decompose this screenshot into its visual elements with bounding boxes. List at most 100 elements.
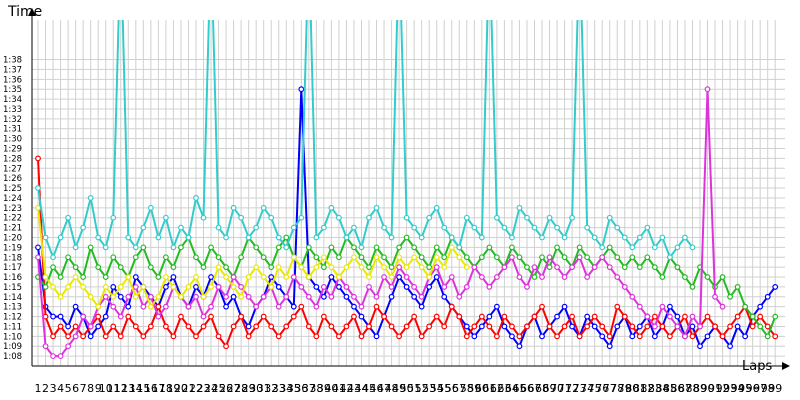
- x-tick-label: 94: [731, 382, 745, 395]
- lap-point: [351, 303, 357, 310]
- x-tick-label: 43: [347, 382, 361, 395]
- lap-point: [659, 323, 666, 330]
- lap-point: [629, 254, 636, 261]
- lap-point: [629, 323, 636, 330]
- lap-point: [260, 313, 267, 320]
- lap-point: [689, 323, 696, 330]
- lap-point: [50, 353, 56, 360]
- lap-point: [561, 234, 568, 241]
- lap-point: [727, 293, 733, 300]
- lap-point: [456, 244, 463, 251]
- lap-point: [35, 204, 41, 211]
- lap-point: [651, 333, 658, 340]
- x-axis-title: Laps: [742, 359, 772, 374]
- lap-point: [57, 293, 64, 300]
- lap-point: [290, 303, 297, 310]
- lap-point: [358, 264, 365, 271]
- y-tick-label: 1:31: [3, 125, 22, 135]
- lap-point: [193, 293, 199, 300]
- y-tick-label: 1:08: [3, 352, 22, 362]
- lap-point: [426, 274, 433, 280]
- y-tick-label: 1:26: [3, 174, 22, 184]
- lap-point: [704, 313, 711, 320]
- lap-point: [102, 333, 109, 340]
- lap-point: [621, 234, 628, 241]
- lap-point: [245, 323, 252, 330]
- lap-point: [200, 313, 207, 320]
- lap-point: [471, 323, 478, 330]
- x-tick-label: 27: [227, 382, 241, 395]
- lap-point: [223, 234, 229, 241]
- lap-point: [396, 274, 402, 280]
- lap-point: [584, 323, 591, 330]
- lap-point: [72, 274, 79, 280]
- lap-point: [659, 274, 666, 280]
- lap-point: [561, 303, 568, 310]
- lap-point: [606, 214, 613, 221]
- lap-point: [328, 323, 335, 330]
- lap-point: [185, 234, 192, 241]
- lap-point: [305, 244, 312, 251]
- lap-point: [704, 86, 711, 93]
- lap-point: [591, 323, 598, 330]
- x-tick-label: 26: [219, 382, 233, 395]
- lap-point: [50, 284, 56, 290]
- lap-point: [516, 343, 523, 350]
- lap-point: [290, 224, 297, 231]
- lap-point: [411, 313, 418, 320]
- x-tick-label: 2: [42, 382, 49, 395]
- lap-point: [433, 313, 440, 320]
- x-tick-label: 67: [528, 382, 542, 395]
- x-tick-label: 21: [181, 382, 195, 395]
- lap-point: [230, 293, 237, 300]
- lap-point: [651, 323, 658, 330]
- lap-point: [478, 254, 485, 261]
- lap-point: [493, 214, 500, 221]
- lap-point: [373, 254, 380, 261]
- x-tick-label: 88: [685, 382, 699, 395]
- lap-point: [501, 224, 508, 231]
- tick-labels: 1:081:091:101:111:121:131:141:151:161:17…: [3, 56, 782, 395]
- y-tick-label: 1:16: [3, 273, 22, 283]
- lap-point: [749, 323, 756, 330]
- lap-point: [343, 323, 350, 330]
- lap-point: [614, 274, 621, 280]
- lap-point: [343, 284, 350, 290]
- lap-point: [193, 333, 199, 340]
- lap-point: [260, 204, 267, 211]
- lap-point: [366, 274, 372, 280]
- lap-point: [396, 264, 402, 271]
- lap-point: [584, 224, 591, 231]
- lap-point: [674, 323, 681, 330]
- lap-point: [238, 284, 245, 290]
- lap-point: [343, 293, 350, 300]
- x-tick-label: 58: [460, 382, 474, 395]
- lap-point: [275, 264, 282, 271]
- lap-point: [260, 254, 267, 261]
- lap-point: [561, 254, 568, 261]
- lap-point: [65, 333, 72, 340]
- lap-point: [336, 214, 342, 221]
- lap-point: [253, 303, 260, 310]
- y-tick-label: 1:33: [3, 105, 22, 115]
- lap-point: [441, 284, 448, 290]
- lap-point: [208, 244, 214, 251]
- lap-point: [516, 204, 523, 211]
- lap-point: [87, 195, 94, 201]
- lap-point: [689, 284, 696, 290]
- lap-point: [290, 313, 297, 320]
- lap-point: [764, 323, 771, 330]
- lap-point: [576, 333, 583, 340]
- lap-point: [320, 293, 327, 300]
- lap-point: [351, 313, 357, 320]
- y-tick-label: 1:30: [3, 135, 22, 145]
- lap-point: [516, 333, 523, 340]
- lap-point: [501, 264, 508, 271]
- lap-point: [531, 274, 538, 280]
- lap-point: [388, 284, 395, 290]
- lap-point: [554, 224, 560, 231]
- lap-point: [155, 293, 162, 300]
- y-tick-label: 1:24: [3, 194, 22, 204]
- x-tick-label: 23: [197, 382, 211, 395]
- lap-point: [727, 343, 733, 350]
